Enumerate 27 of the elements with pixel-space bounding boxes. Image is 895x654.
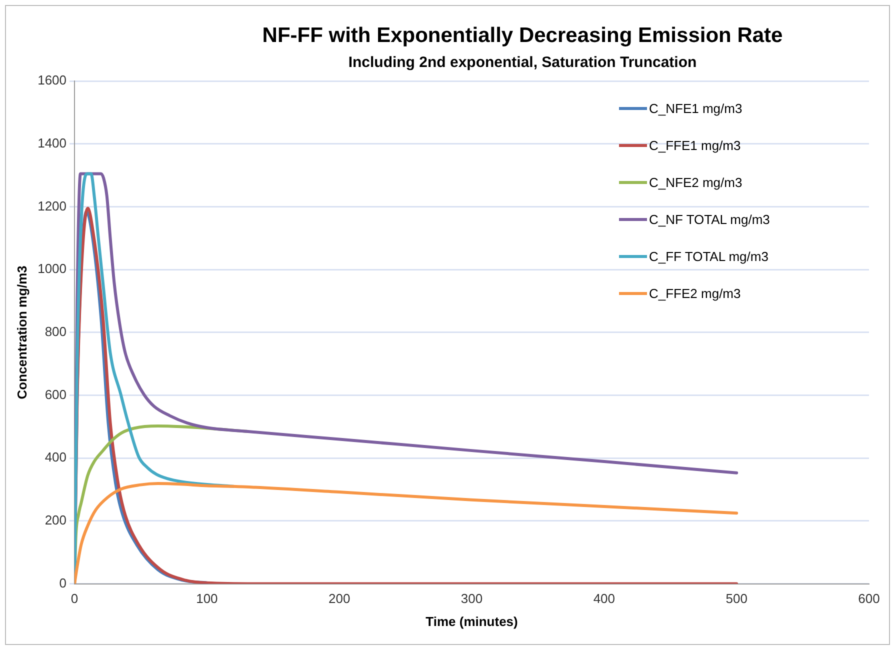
y-tick-label: 600 [44,386,67,402]
x-axis-title: Time (minutes) [426,614,518,629]
legend-label: C_NF TOTAL mg/m3 [649,212,770,227]
legend-label: C_FF TOTAL mg/m3 [649,249,768,264]
line-series [74,482,738,584]
x-tick-label: 0 [70,591,78,606]
y-tick-label: 1600 [38,72,67,88]
x-tick-label: 500 [726,591,748,606]
x-tick-label: 400 [593,591,616,606]
x-tick-label: 300 [460,591,483,606]
chart-subtitle: Including 2nd exponential, Saturation Truncation [347,54,698,71]
legend-label: C_FFE2 mg/m3 [649,286,741,301]
legend-label: C_FFE1 mg/m3 [649,138,741,153]
y-tick-label: 800 [44,324,67,339]
legend-label: C_NFE1 mg/m3 [649,101,742,116]
y-tick-label: 1400 [38,135,67,150]
y-axis-title: Concentration mg/m3 [14,266,30,400]
chart-title: NF-FF with Exponentially Decreasing Emission Rate [261,24,784,48]
y-tick-label: 0 [59,575,67,590]
x-tick-label: 100 [196,591,218,606]
y-tick-label: 200 [44,512,67,528]
legend-label: C_NFE2 mg/m3 [649,175,742,190]
x-tick-label: 200 [328,591,350,606]
x-tick-label: 600 [858,591,880,606]
y-tick-label: 1000 [38,261,67,276]
y-tick-label: 1200 [38,198,67,214]
y-tick-label: 400 [44,450,67,465]
